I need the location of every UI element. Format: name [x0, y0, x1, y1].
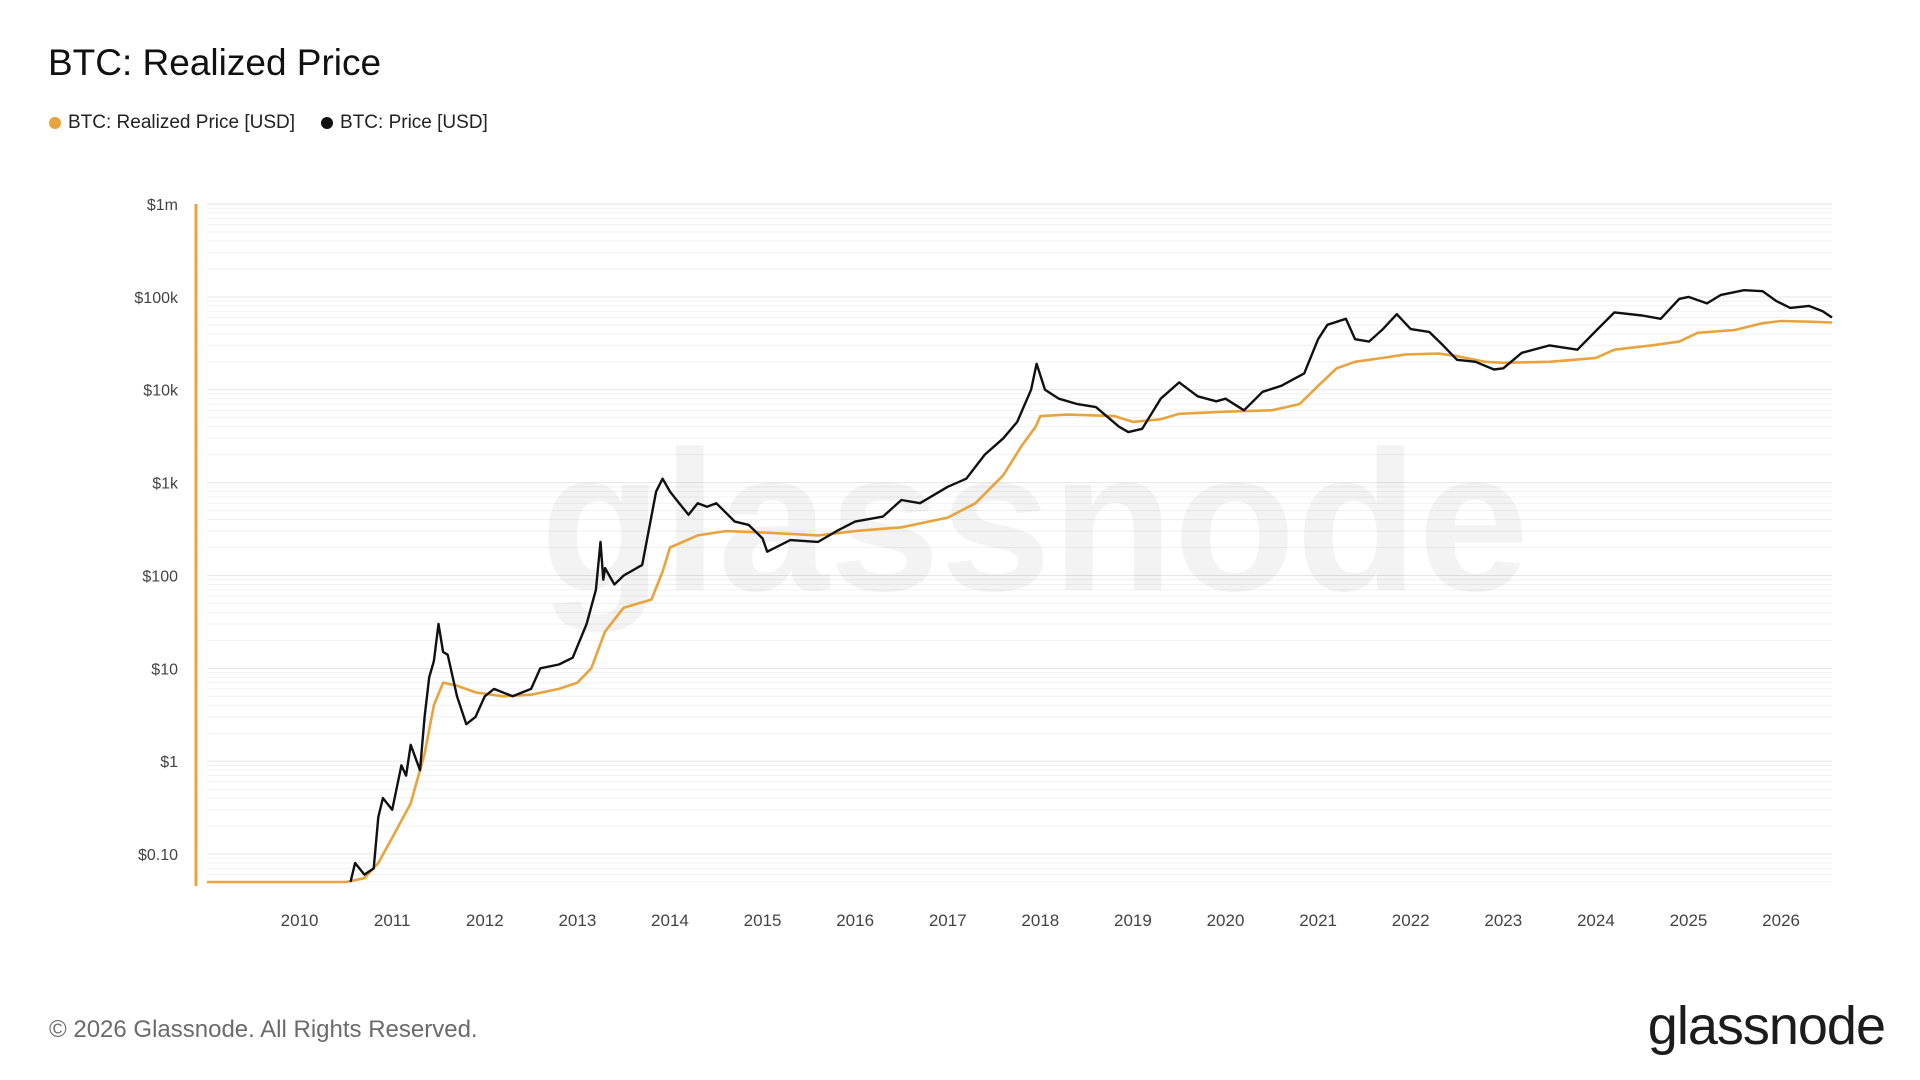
y-tick-label: $10: [151, 661, 178, 678]
y-tick-label: $1: [160, 754, 178, 771]
y-tick-label: $10k: [143, 383, 179, 400]
x-tick-label: 2023: [1484, 911, 1522, 930]
legend-dot-price: [321, 117, 334, 129]
series-group: [207, 289, 1833, 884]
x-tick-label: 2025: [1670, 911, 1708, 930]
x-tick-label: 2024: [1577, 911, 1615, 930]
legend-label-price: BTC: Price [USD]: [340, 112, 488, 133]
x-tick-label: 2018: [1021, 911, 1059, 930]
x-tick-label: 2026: [1762, 911, 1800, 930]
y-axis-ticks: $0.10 $1 $10 $100 $1k $10k $100k $1m: [134, 197, 179, 864]
legend-item-price[interactable]: BTC: Price [USD]: [321, 112, 488, 134]
watermark: glassnode: [540, 410, 1529, 633]
y-tick-label: $1m: [147, 197, 178, 214]
grid: [207, 203, 1832, 883]
x-tick-label: 2015: [744, 911, 782, 930]
x-tick-label: 2020: [1207, 911, 1245, 930]
x-tick-label: 2014: [651, 911, 689, 930]
chart-title: BTC: Realized Price: [48, 42, 382, 83]
x-tick-label: 2013: [558, 911, 596, 930]
x-tick-label: 2021: [1299, 911, 1337, 930]
series-line-price[interactable]: [349, 289, 1833, 883]
legend-dot-realized-price: [49, 117, 61, 129]
y-tick-label: $100k: [134, 290, 179, 307]
legend: BTC: Realized Price [USD] BTC: Price [US…: [49, 112, 488, 134]
x-tick-label: 2010: [281, 911, 319, 930]
x-axis-ticks: 2010 2011 2012 2013 2014 2015 2016 2017 2018 2019…: [281, 911, 1800, 930]
legend-item-realized-price[interactable]: BTC: Realized Price [USD]: [49, 112, 295, 134]
x-tick-label: 2011: [374, 911, 411, 930]
x-tick-label: 2022: [1392, 911, 1430, 930]
legend-label-realized-price: BTC: Realized Price [USD]: [68, 112, 296, 133]
x-tick-label: 2016: [836, 911, 874, 930]
series-line-realized-price[interactable]: [207, 319, 1833, 884]
brand-logo: glassnode: [1647, 996, 1886, 1056]
x-tick-label: 2017: [929, 911, 967, 930]
x-tick-label: 2019: [1114, 911, 1152, 930]
y-tick-label: $0.10: [138, 847, 178, 864]
copyright-text: © 2026 Glassnode. All Rights Reserved.: [49, 1016, 478, 1043]
x-tick-label: 2012: [466, 911, 504, 930]
y-tick-label: $1k: [152, 476, 179, 493]
y-tick-label: $100: [142, 568, 178, 585]
